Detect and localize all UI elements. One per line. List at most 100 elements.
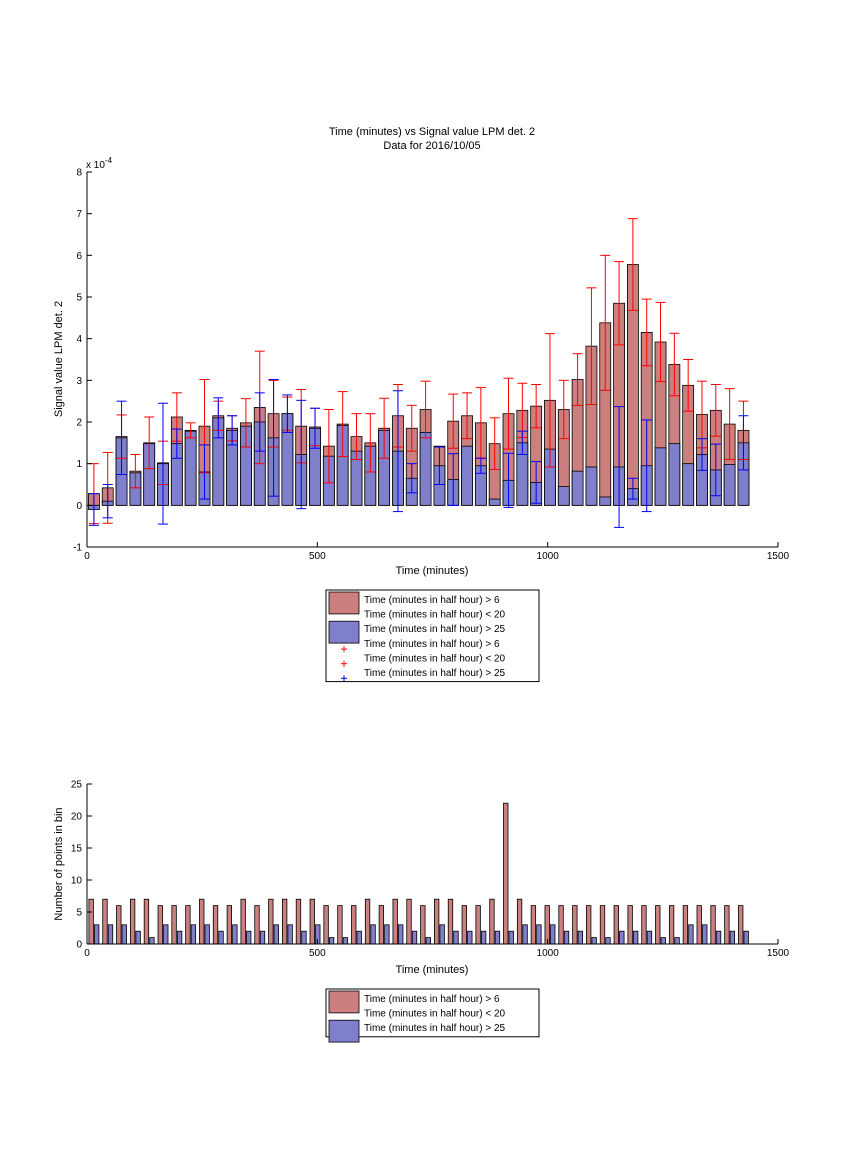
bar-red — [447, 898, 454, 945]
bar-red — [129, 898, 136, 945]
bar-blue — [232, 924, 238, 945]
bar-red — [627, 905, 633, 945]
bar-blue — [301, 930, 307, 945]
legend-swatch — [328, 1019, 360, 1043]
y-axis-label: Signal value LPM det. 2 — [53, 301, 65, 417]
bar-blue — [259, 930, 266, 945]
bar-blue — [599, 496, 612, 506]
x-tick-label: 1500 — [767, 948, 790, 959]
y-tick-label: 7 — [76, 209, 82, 220]
chart-subtitle: Data for 2016/10/05 — [383, 140, 480, 152]
bar-blue — [488, 498, 501, 506]
x-tick-label: 1500 — [767, 551, 790, 562]
x-tick-label: 500 — [309, 948, 326, 959]
bar-red — [586, 905, 592, 945]
bar-red — [295, 898, 302, 945]
bar-red — [613, 905, 619, 945]
bar-red — [668, 905, 675, 945]
bar-blue — [688, 924, 694, 945]
bar-blue — [94, 924, 100, 945]
bar-blue — [682, 463, 695, 506]
bar-blue — [723, 464, 736, 506]
bar-blue — [176, 930, 183, 945]
bar-red — [406, 898, 412, 945]
bar-red — [88, 898, 94, 945]
y-tick-label: 25 — [71, 780, 83, 791]
bar-blue — [163, 924, 169, 945]
y-exponent-label: x 10-4 — [86, 156, 113, 171]
y-tick-label: 0 — [76, 501, 82, 512]
legend-swatch — [328, 591, 360, 615]
bar-blue — [632, 930, 639, 945]
error-bar-group — [88, 218, 749, 528]
legend: Time (minutes in half hour) > 6 Time (min… — [325, 589, 540, 683]
bar-blue — [591, 937, 597, 945]
bar-red — [337, 905, 343, 945]
y-tick-label: 4 — [76, 334, 82, 345]
bar-blue — [480, 930, 487, 945]
y-tick-label: 1 — [76, 459, 82, 470]
y-tick-label: 6 — [76, 251, 82, 262]
legend-label: Time (minutes in half hour) > 25 — [364, 668, 506, 679]
bar-blue — [453, 930, 459, 945]
x-tick-label: 1000 — [537, 551, 560, 562]
bar-blue — [419, 432, 432, 506]
bar-blue — [577, 930, 584, 945]
signal-chart: Time (minutes) vs Signal value LPM det. … — [53, 126, 790, 683]
legend-label: Time (minutes in half hour) < 20 — [364, 1009, 506, 1020]
bar-blue — [370, 924, 376, 945]
legend-box — [325, 988, 540, 1038]
bar-blue — [674, 937, 680, 945]
bar-red — [171, 905, 177, 945]
bar-blue — [204, 924, 210, 945]
bar-red — [682, 905, 689, 945]
bar-red — [655, 905, 661, 945]
bar-red — [599, 905, 606, 945]
bar-blue — [218, 930, 224, 945]
bar-red — [116, 905, 122, 945]
y-tick-label: 20 — [71, 812, 83, 823]
bar-red — [102, 898, 108, 945]
bar-red — [364, 898, 371, 945]
bar-red — [738, 905, 744, 945]
bar-blue — [149, 937, 155, 945]
count-chart: 0 500 1000 1500 0 5 10 15 20 25 Time (minutes) Nu… — [53, 780, 790, 1043]
bar-red — [240, 898, 246, 945]
bar-red — [530, 905, 537, 945]
bar-red — [641, 905, 647, 945]
bar-blue — [668, 443, 681, 506]
bar-red — [268, 898, 274, 945]
bar-blue — [190, 924, 197, 945]
axes: 0 500 1000 1500 0 5 10 15 20 25 — [71, 780, 790, 960]
legend: Time (minutes in half hour) > 6 Time (min… — [325, 988, 540, 1043]
x-tick-label: 1000 — [537, 948, 560, 959]
bar-red — [143, 898, 150, 945]
bar-red — [185, 905, 191, 945]
bar-blue — [342, 937, 349, 945]
x-tick-label: 500 — [309, 551, 326, 562]
bar-blue — [121, 924, 127, 945]
y-tick-label: 15 — [71, 844, 83, 855]
bar-blue — [715, 930, 722, 945]
bar-red — [572, 905, 578, 945]
bar-blue — [646, 930, 653, 945]
y-tick-label: 8 — [76, 168, 82, 179]
bar-red — [392, 898, 398, 945]
bar-red — [226, 905, 233, 945]
bar-blue — [184, 430, 197, 506]
bar-red — [378, 905, 385, 945]
bar-blue — [398, 924, 404, 945]
y-tick-label: 3 — [76, 376, 82, 387]
x-tick-label: 0 — [84, 551, 90, 562]
bar-blue — [508, 930, 514, 945]
bar-red — [475, 905, 481, 945]
bar-blue — [585, 466, 598, 506]
bar-red — [309, 898, 315, 945]
y-tick-label: 2 — [76, 418, 82, 429]
bar-blue — [273, 924, 279, 945]
y-axis-label: Number of points in bin — [53, 807, 65, 920]
bar-blue — [356, 930, 362, 945]
